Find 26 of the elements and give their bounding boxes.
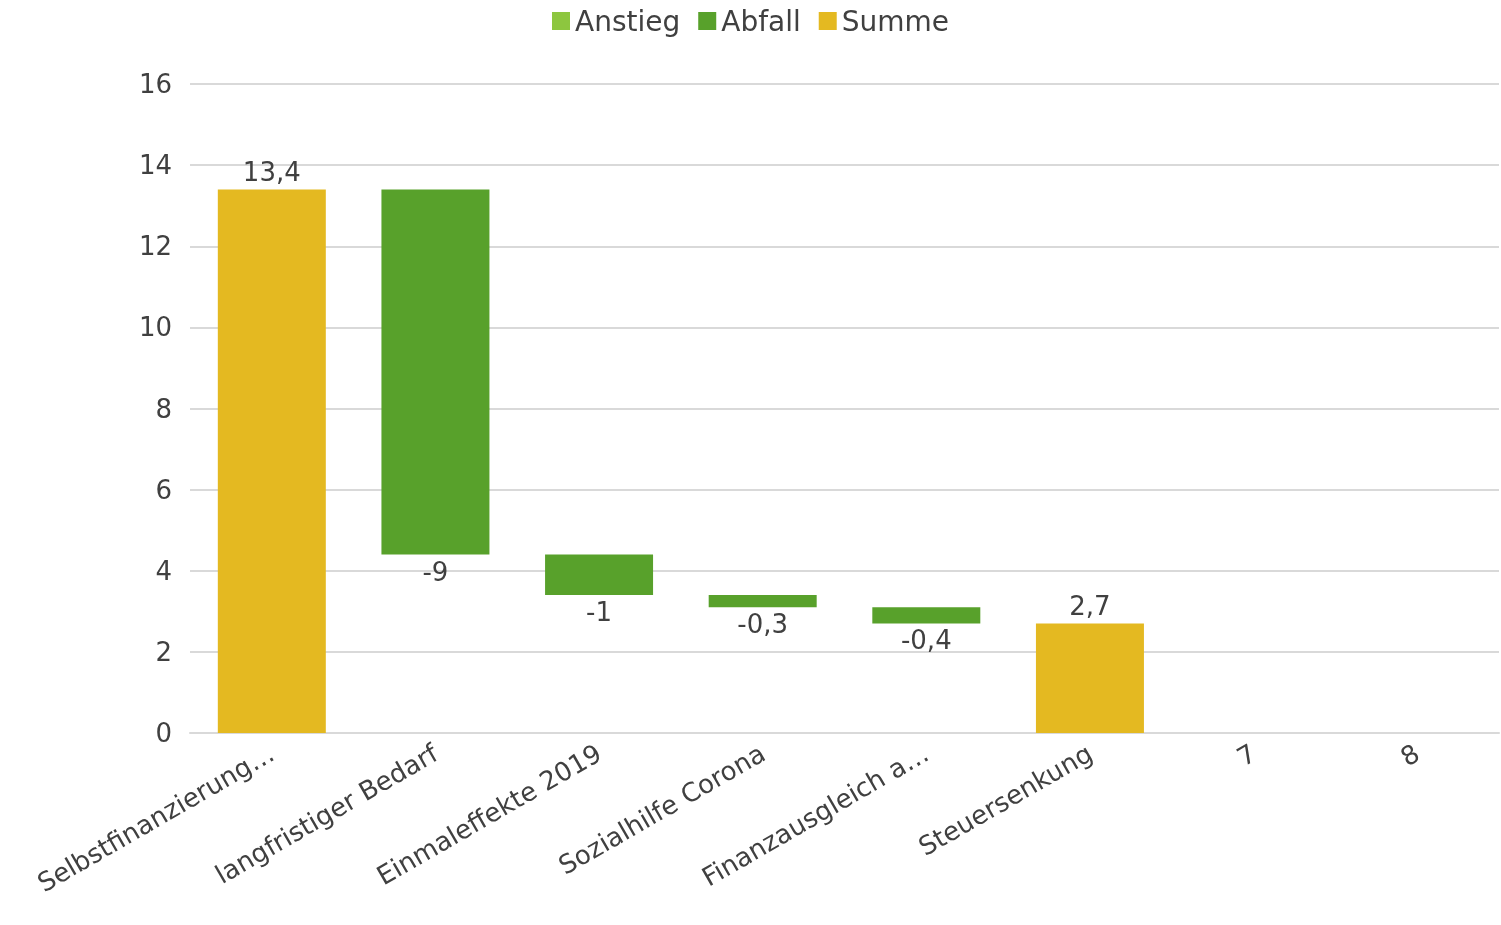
data-label: -9 <box>422 556 449 587</box>
y-tick-label: 4 <box>155 555 172 586</box>
legend-label: Abfall <box>721 4 801 38</box>
y-tick-label: 14 <box>138 150 172 181</box>
y-tick-label: 12 <box>138 231 172 262</box>
bar <box>545 554 654 596</box>
bar <box>1035 623 1144 733</box>
y-tick-label: 10 <box>138 312 172 343</box>
data-label: 13,4 <box>242 157 301 188</box>
bar <box>872 607 981 624</box>
bar <box>217 189 326 733</box>
bar <box>708 595 817 608</box>
y-tick-label: 6 <box>155 474 172 505</box>
data-label: -1 <box>586 597 613 628</box>
y-tick-label: 2 <box>155 636 172 667</box>
y-tick-label: 8 <box>155 393 172 424</box>
bar <box>381 189 490 555</box>
legend-label: Summe <box>841 4 950 38</box>
y-tick-label: 0 <box>155 718 172 748</box>
y-tick-label: 16 <box>138 69 172 99</box>
x-tick-label: 7 <box>1231 738 1262 773</box>
x-tick-label: 8 <box>1395 738 1425 773</box>
data-label: -0,3 <box>737 609 789 640</box>
data-label: 2,7 <box>1069 591 1111 622</box>
data-label: -0,4 <box>900 625 952 656</box>
legend-label: Anstieg <box>574 4 681 38</box>
